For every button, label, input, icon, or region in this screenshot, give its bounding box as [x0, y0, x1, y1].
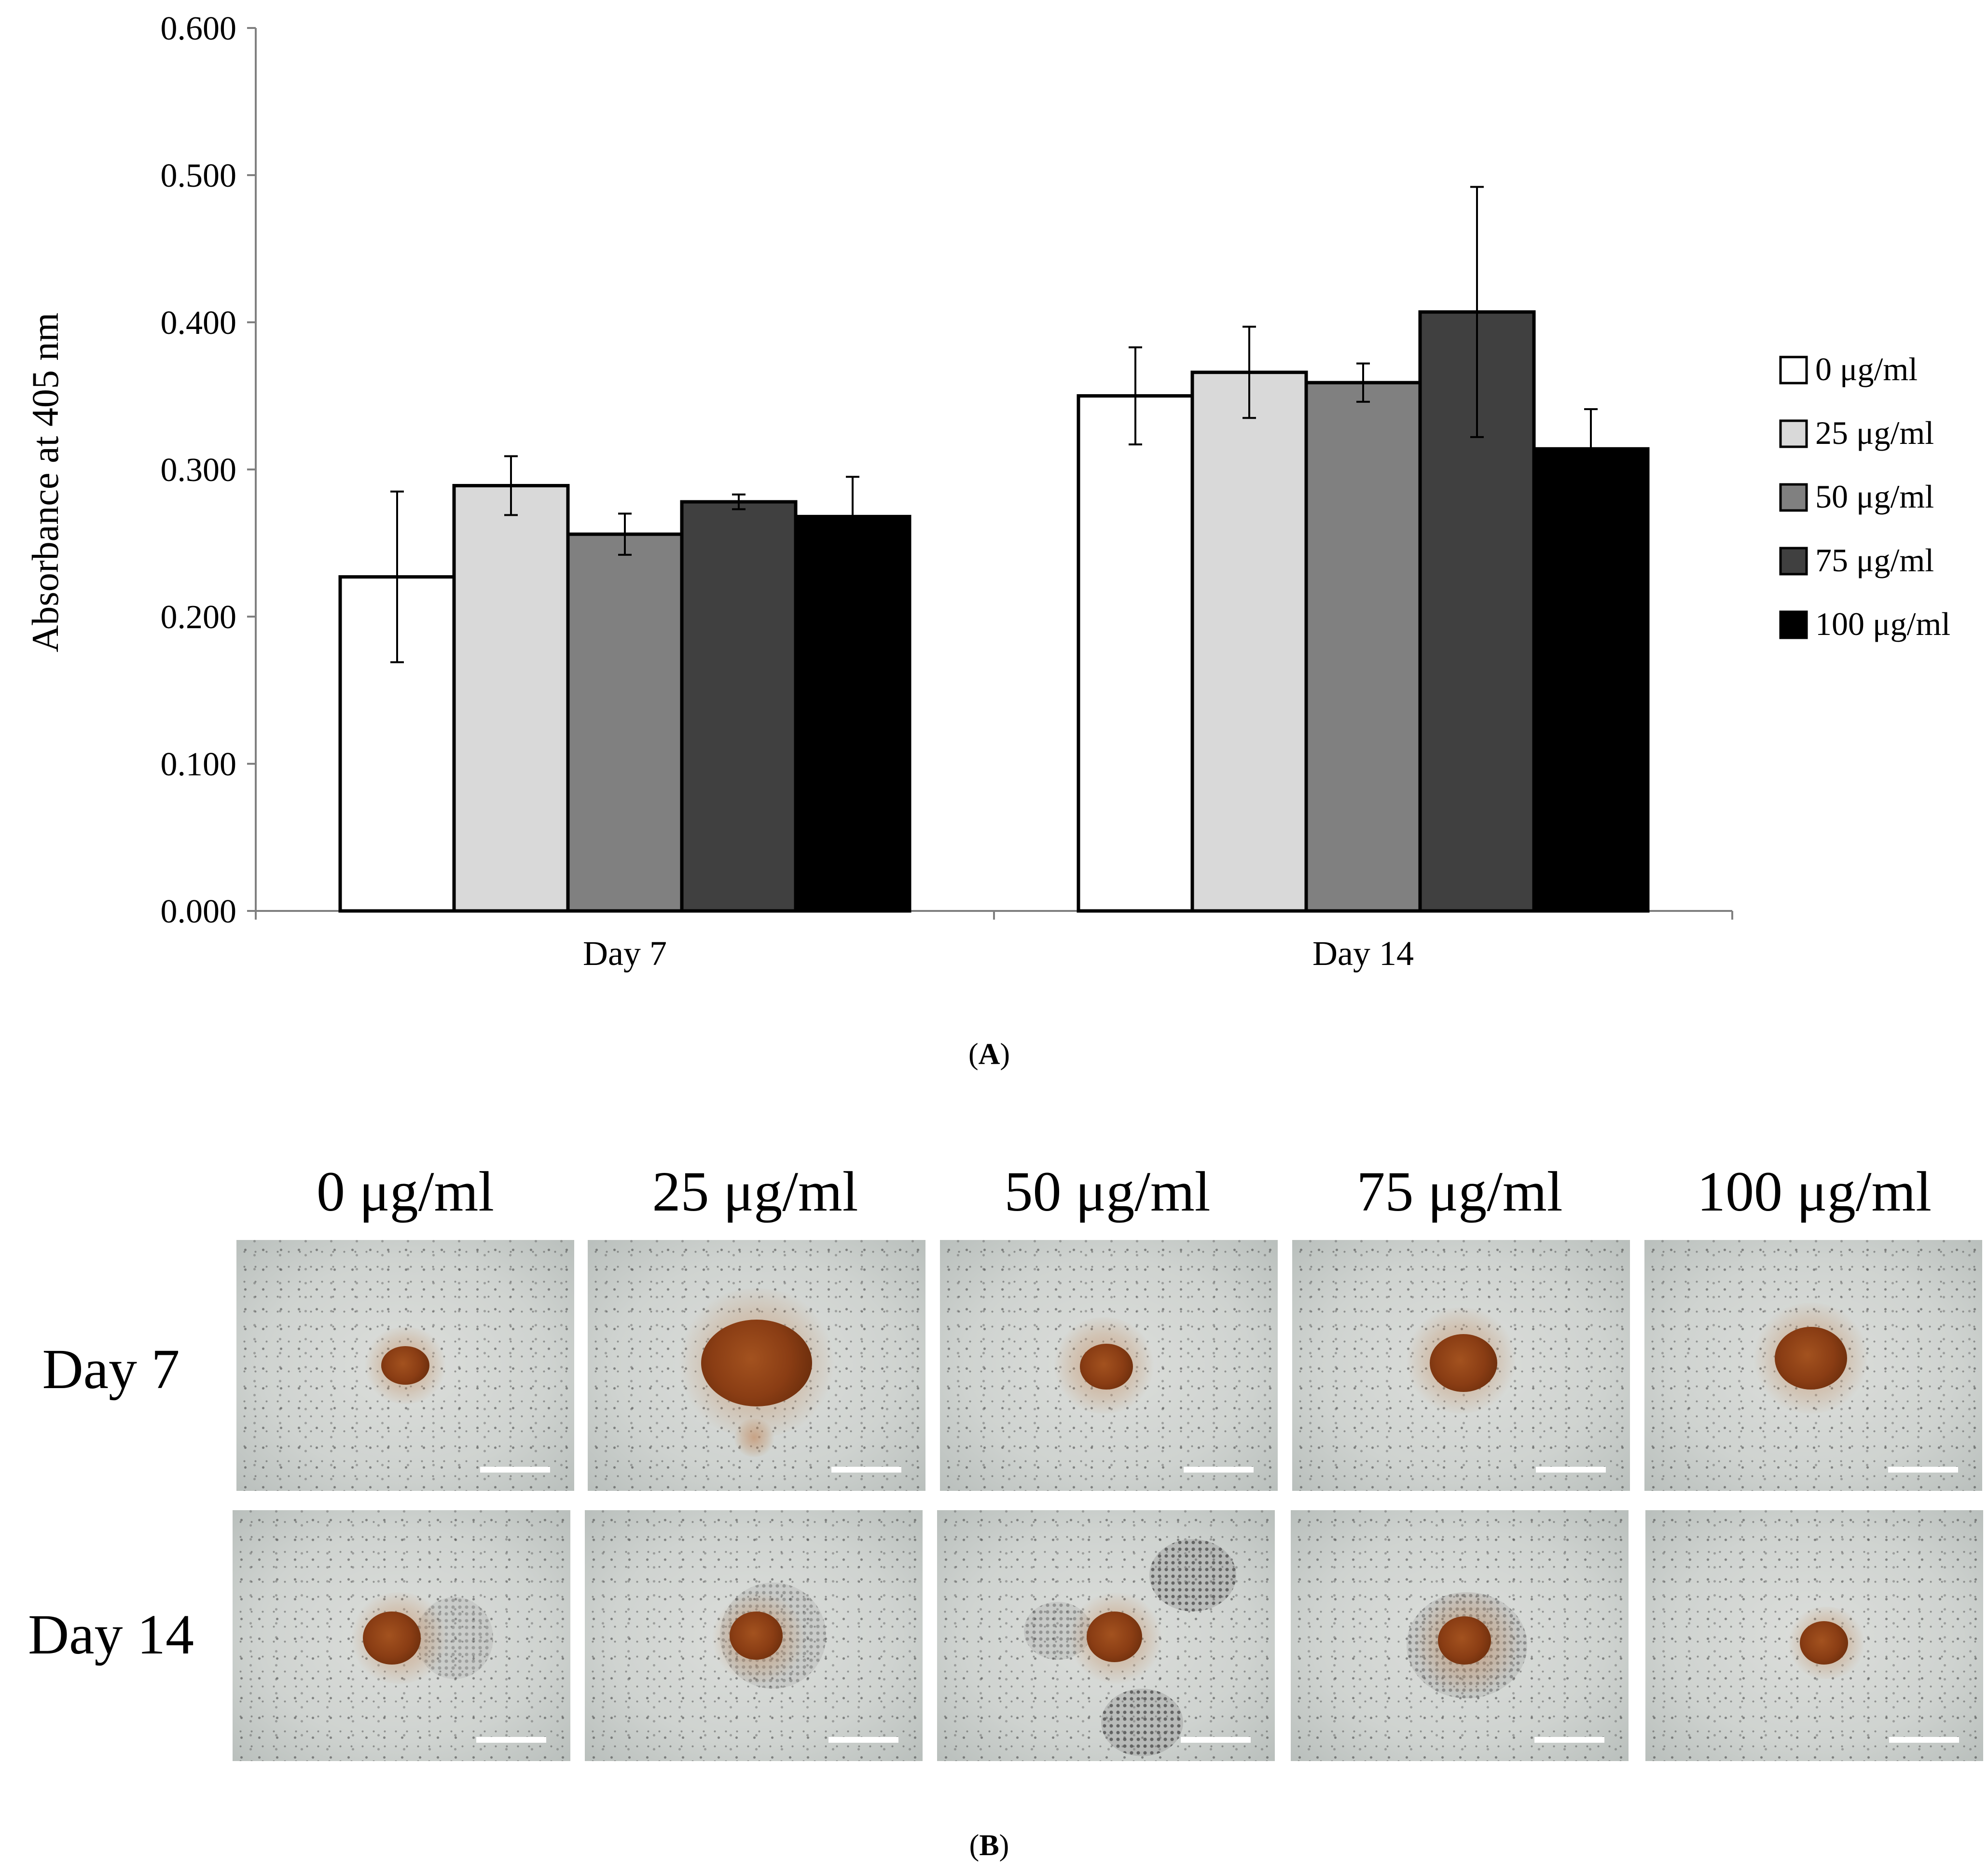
- bar-day-14-series-1: [1190, 371, 1308, 913]
- bar-day-7-series-4: [794, 515, 911, 913]
- legend-swatch: [1779, 356, 1808, 385]
- scale-bar: [1184, 1467, 1254, 1473]
- x-category-label: Day 14: [1312, 934, 1414, 973]
- scale-bar: [1536, 1467, 1606, 1473]
- legend-label: 50 μg/ml: [1815, 478, 1934, 515]
- bar-day-14-series-0: [1077, 394, 1194, 913]
- scale-bar: [1534, 1737, 1604, 1743]
- scale-bar: [831, 1467, 901, 1473]
- y-tick-label: 0.000: [161, 893, 237, 930]
- column-header-0: 0 μg/ml: [316, 1160, 495, 1223]
- scale-bar: [828, 1737, 898, 1743]
- legend-label: 25 μg/ml: [1815, 414, 1934, 451]
- legend-label: 0 μg/ml: [1815, 351, 1918, 387]
- legend-swatch: [1779, 483, 1808, 512]
- panel-a-label: (A): [968, 1038, 1010, 1071]
- legend-label: 75 μg/ml: [1815, 542, 1934, 578]
- y-tick-label: 0.200: [161, 599, 237, 636]
- micrograph-day14-25: [585, 1510, 923, 1761]
- y-tick-label: 0.300: [161, 452, 237, 489]
- bar-day-7-series-1: [452, 484, 570, 913]
- scale-bar: [1888, 1467, 1958, 1473]
- x-category-label: Day 7: [583, 934, 667, 973]
- legend-swatch: [1779, 547, 1808, 576]
- y-tick-label: 0.500: [161, 157, 237, 194]
- y-tick-label: 0.100: [161, 746, 237, 783]
- micrograph-day14-75: [1291, 1510, 1629, 1761]
- absorbance-bar-chart: Absorbance at 405 nm 0.000 0.100 0.200 0.30…: [24, 10, 1950, 973]
- micrograph-day7-0: [236, 1240, 574, 1491]
- bar-day-7-series-2: [566, 532, 684, 913]
- legend: 0 μg/ml 25 μg/ml 50 μg/ml 75 μg/ml 100 μg/ml: [1779, 351, 1950, 642]
- y-tick-label: 0.400: [161, 304, 237, 342]
- row-header-day-14: Day 14: [28, 1603, 194, 1666]
- row-header-day-7: Day 7: [42, 1337, 180, 1401]
- bar-day-14-series-2: [1304, 381, 1422, 913]
- micrograph-day7-100: [1644, 1240, 1982, 1491]
- micrograph-day14-50: [937, 1510, 1275, 1761]
- bar-day-7-series-3: [680, 500, 798, 913]
- micrograph-day7-25: [588, 1240, 925, 1491]
- column-header-100: 100 μg/ml: [1697, 1160, 1932, 1223]
- scale-bar: [480, 1467, 550, 1473]
- y-axis-title: Absorbance at 405 nm: [24, 313, 66, 652]
- bar-day-14-series-4: [1532, 447, 1650, 913]
- legend-swatch: [1779, 419, 1808, 448]
- column-header-75: 75 μg/ml: [1356, 1160, 1563, 1223]
- column-header-25: 25 μg/ml: [652, 1160, 858, 1223]
- y-tick-label: 0.600: [161, 10, 237, 47]
- column-header-50: 50 μg/ml: [1004, 1160, 1211, 1223]
- micrograph-day14-0: [233, 1510, 570, 1761]
- micrograph-day7-75: [1292, 1240, 1630, 1491]
- micrograph-day7-50: [940, 1240, 1278, 1491]
- legend-label: 100 μg/ml: [1815, 606, 1950, 642]
- scale-bar: [1181, 1737, 1251, 1743]
- legend-swatch: [1779, 610, 1808, 639]
- micrograph-day14-100: [1645, 1510, 1983, 1761]
- scale-bar: [1889, 1737, 1959, 1743]
- panel-b-label: (B): [969, 1829, 1009, 1862]
- scale-bar: [476, 1737, 546, 1743]
